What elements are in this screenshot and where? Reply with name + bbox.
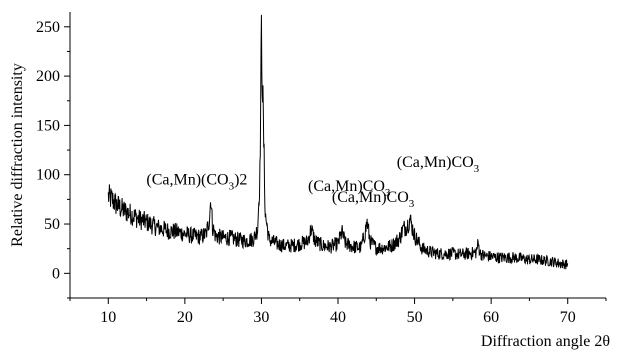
y-tick-label: 0 [52,265,60,282]
peak-label-main: (Ca,Mn)CO [308,178,385,195]
x-tick-label: 30 [253,309,269,326]
peak-label: (Ca,Mn)(CO3)2 [146,171,247,192]
peak-label: (Ca,Mn)CO3 [332,189,415,210]
x-tick-label: 20 [177,309,193,326]
y-tick-label: 200 [36,68,60,85]
peak-label-main: (Ca,Mn)(CO [146,171,228,188]
x-tick-label: 70 [560,309,576,326]
peak-label-tail: )2 [234,171,247,188]
y-tick-label: 250 [36,19,60,36]
y-tick-label: 150 [36,117,60,134]
peak-label-subscript: 3 [474,163,480,175]
y-tick-label: 50 [44,216,60,233]
peak-label-subscript: 3 [409,198,415,210]
ticks: 10 20 30 40 50 60 70 0 50 100 150 200 250 [36,19,607,326]
x-tick-label: 10 [100,309,116,326]
y-tick-label: 100 [36,167,60,184]
axes [69,12,606,299]
peak-label: (Ca,Mn)CO3 [397,154,480,175]
peak-label-subscript: 3 [229,180,235,192]
peak-label-subscript: 3 [385,187,391,199]
peak-label-main: (Ca,Mn)CO [332,189,409,206]
y-axis-label: Relative diffraction intensity [9,63,26,247]
diffraction-trace [107,14,569,270]
peak-label: (Ca,Mn)CO3 [308,178,391,199]
x-tick-label: 50 [407,309,423,326]
x-tick-label: 60 [483,309,499,326]
peak-annotations: (Ca,Mn)CO3(Ca,Mn)(CO3)2(Ca,Mn)CO3(Ca,Mn)… [146,154,480,210]
x-axis-label: Diffraction angle 2θ [481,333,610,350]
peak-label-main: (Ca,Mn)CO [397,154,474,171]
x-tick-label: 40 [330,309,346,326]
